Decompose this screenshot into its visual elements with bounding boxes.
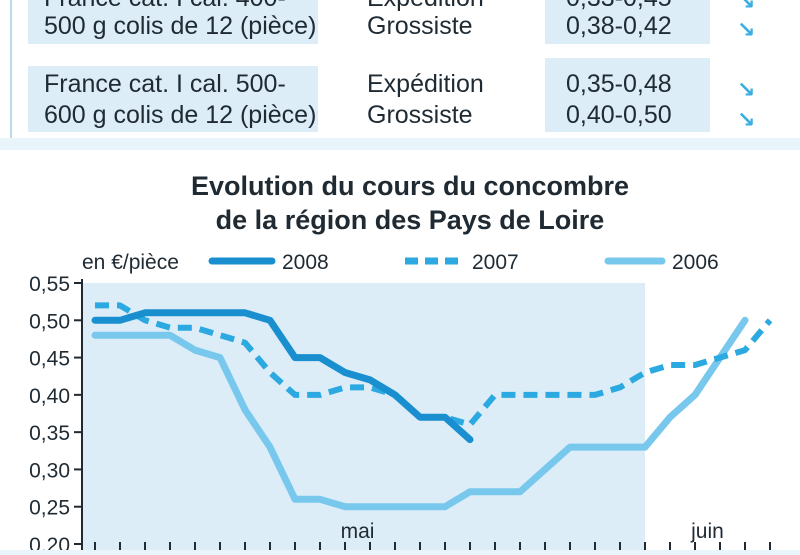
- table-left-rule: [10, 0, 12, 138]
- legend-label-2007: 2007: [472, 251, 519, 274]
- y-tick-label: 0,20: [29, 534, 70, 550]
- y-tick-label: 0,40: [29, 385, 70, 408]
- y-tick-label: 0,25: [29, 497, 70, 520]
- stage-label: Expédition: [367, 0, 484, 14]
- trend-down-arrow-icon: ↘: [737, 107, 756, 132]
- price-range: 0,33-0,45: [566, 0, 672, 14]
- trend-down-arrow-icon: ↘: [737, 77, 756, 102]
- product-cell-bg: [28, 0, 318, 44]
- product-cell-bg: [28, 66, 318, 132]
- chart-subtitle: de la région des Pays de Loire: [216, 205, 605, 235]
- product-name-line1: France cat. I cal. 400-: [44, 0, 286, 14]
- product-name-line1: France cat. I cal. 500-: [44, 70, 286, 98]
- legend-label-2006: 2006: [672, 251, 719, 274]
- y-tick-label: 0,45: [29, 348, 70, 371]
- price-range: 0,38-0,42: [566, 12, 672, 40]
- price-evolution-chart: Evolution du cours du concombre de la ré…: [29, 171, 773, 555]
- stage-label: Expédition: [367, 70, 484, 98]
- stage-label: Grossiste: [367, 101, 473, 129]
- month-labels: mai juin: [341, 520, 724, 543]
- chart-series: [91, 302, 773, 511]
- legend-label-2008: 2008: [282, 251, 329, 274]
- chart-title: Evolution du cours du concombre: [191, 171, 629, 201]
- month-label-mai: mai: [341, 520, 375, 543]
- y-tick-label: 0,35: [29, 422, 70, 445]
- stage-label: Grossiste: [367, 12, 473, 40]
- price-range: 0,40-0,50: [566, 101, 672, 129]
- series-line-2008: [91, 309, 474, 444]
- price-range: 0,35-0,48: [566, 70, 672, 98]
- series-line-2006: [91, 316, 749, 511]
- table-row: France cat. I cal. 500- 600 g colis de 1…: [0, 58, 800, 132]
- price-table: France cat. I cal. 400- 500 g colis de 1…: [0, 0, 800, 138]
- price-cell-bg: [545, 0, 710, 44]
- table-row: France cat. I cal. 400- 500 g colis de 1…: [0, 0, 800, 46]
- product-name-line2: 500 g colis de 12 (pièce): [44, 12, 317, 40]
- y-tick-label: 0,30: [29, 459, 70, 482]
- chart-panel: Evolution du cours du concombre de la ré…: [0, 150, 800, 555]
- unit-label: en €/pièce: [82, 251, 179, 274]
- product-name-line2: 600 g colis de 12 (pièce): [44, 101, 317, 129]
- trend-down-arrow-icon: ↘: [737, 0, 756, 14]
- month-label-juin: juin: [690, 520, 724, 543]
- y-tick-label: 0,50: [29, 310, 70, 333]
- trend-down-arrow-icon: ↘: [737, 17, 756, 42]
- price-cell-bg: [545, 58, 710, 132]
- y-tick-label: 0,55: [29, 273, 70, 296]
